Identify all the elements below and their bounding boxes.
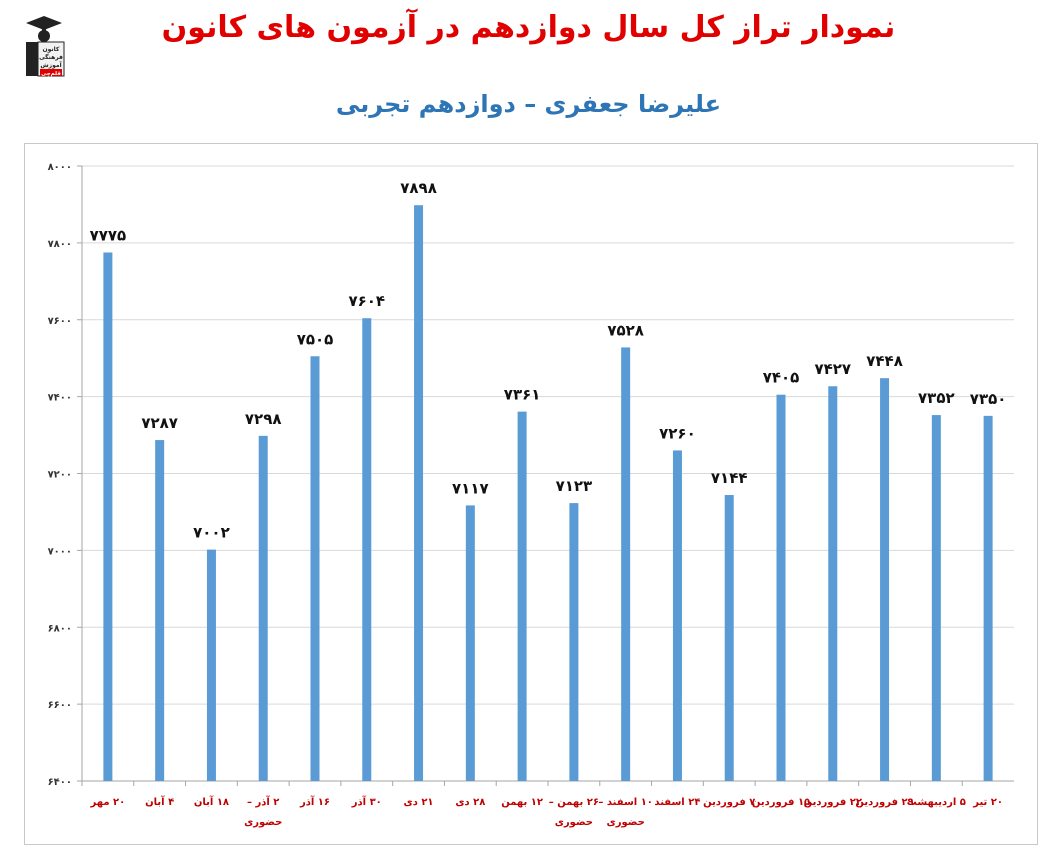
x-tick-label: حضوری — [555, 817, 593, 828]
bar — [776, 394, 786, 781]
chart-frame — [24, 143, 1038, 845]
data-label: ۷۱۴۴ — [711, 469, 748, 487]
y-tick-label: ۶۴۰۰ — [48, 777, 72, 788]
bar — [414, 205, 424, 782]
x-tick-label: ۲۶ بهمن – — [549, 797, 599, 808]
bar — [672, 450, 682, 781]
y-tick-label: ۷۶۰۰ — [48, 316, 72, 327]
data-label: ۷۳۵۰ — [970, 390, 1007, 408]
bar — [155, 440, 165, 781]
x-tick-label: ۱۸ آبان — [194, 795, 229, 808]
y-tick-label: ۷۴۰۰ — [48, 393, 72, 404]
data-label: ۷۲۹۸ — [245, 410, 282, 428]
logo-text-3: آموزش — [40, 60, 62, 69]
bar — [103, 252, 113, 781]
kanoon-logo-icon: کانون فرهنگی آموزش قلم‌چی — [18, 14, 70, 78]
data-label: ۷۴۰۵ — [763, 369, 800, 387]
y-tick-label: ۶۸۰۰ — [48, 623, 72, 634]
y-tick-label: ۷۸۰۰ — [48, 239, 72, 250]
x-tick-label: ۱۰ اسفند – — [598, 797, 653, 808]
bar — [931, 415, 941, 781]
data-label: ۷۶۰۴ — [348, 292, 385, 310]
x-tick-label: ۱۲ بهمن — [501, 797, 543, 808]
data-label: ۷۵۰۵ — [297, 330, 334, 348]
data-label: ۷۲۸۷ — [141, 414, 178, 432]
logo-text-1: کانون — [43, 46, 60, 53]
data-label: ۷۱۱۷ — [452, 479, 489, 497]
data-label: ۷۴۴۸ — [866, 352, 903, 370]
x-tick-label: ۲۸ دی — [455, 797, 485, 808]
bar — [258, 435, 268, 781]
x-tick-label: ۲ آذر – — [247, 795, 279, 808]
logo-text-4: قلم‌چی — [41, 71, 61, 77]
x-tick-label: ۲۲ فروردین — [804, 797, 862, 808]
bar — [621, 347, 631, 781]
x-tick-label: ۱۵ فروردین — [752, 797, 810, 808]
bar — [828, 386, 838, 781]
bar — [569, 503, 579, 781]
x-tick-label: ۲۰ تیر — [972, 797, 1003, 808]
x-tick-label: ۲۰ مهر — [90, 797, 126, 808]
x-tick-label: حضوری — [607, 817, 645, 828]
data-label: ۷۳۶۱ — [504, 386, 541, 404]
bar — [206, 549, 216, 781]
x-tick-label: ۲۴ اسفند — [654, 797, 700, 808]
x-tick-label: حضوری — [244, 817, 282, 828]
logo-text-2: فرهنگی — [39, 53, 63, 61]
data-label: ۷۰۰۲ — [193, 524, 230, 542]
data-label: ۷۱۲۳ — [556, 477, 593, 495]
x-tick-label: ۲۱ دی — [404, 797, 434, 808]
bar — [362, 318, 372, 781]
x-tick-label: ۵ اردیبهشت — [907, 797, 966, 808]
y-tick-label: ۷۰۰۰ — [48, 546, 72, 557]
bar — [517, 411, 527, 781]
data-label: ۷۷۷۵ — [90, 226, 127, 244]
y-tick-label: ۷۲۰۰ — [48, 470, 72, 481]
bar — [724, 495, 734, 781]
bar — [983, 415, 993, 781]
data-label: ۷۲۶۰ — [659, 424, 696, 442]
data-label: ۷۳۵۲ — [918, 389, 955, 407]
bar — [880, 378, 890, 781]
y-tick-label: ۸۰۰۰ — [48, 162, 72, 173]
data-label: ۷۴۲۷ — [814, 360, 851, 378]
data-label: ۷۵۲۸ — [607, 321, 644, 339]
x-tick-label: ۱۶ آذر — [299, 795, 330, 808]
y-tick-label: ۶۶۰۰ — [48, 700, 72, 711]
x-tick-label: ۳۰ آذر — [351, 795, 382, 808]
data-label: ۷۸۹۸ — [400, 179, 437, 197]
bar — [310, 356, 320, 781]
x-tick-label: ۴ آبان — [145, 795, 174, 808]
chart-title: نمودار تراز کل سال دوازدهم در آزمون های … — [161, 10, 896, 45]
x-tick-label: ۷ فروردین — [703, 797, 755, 808]
x-tick-label: ۲۹ فروردین — [855, 797, 913, 808]
chart-subtitle: علیرضا جعفری – دوازدهم تجربی — [335, 90, 722, 118]
bar — [465, 505, 475, 781]
